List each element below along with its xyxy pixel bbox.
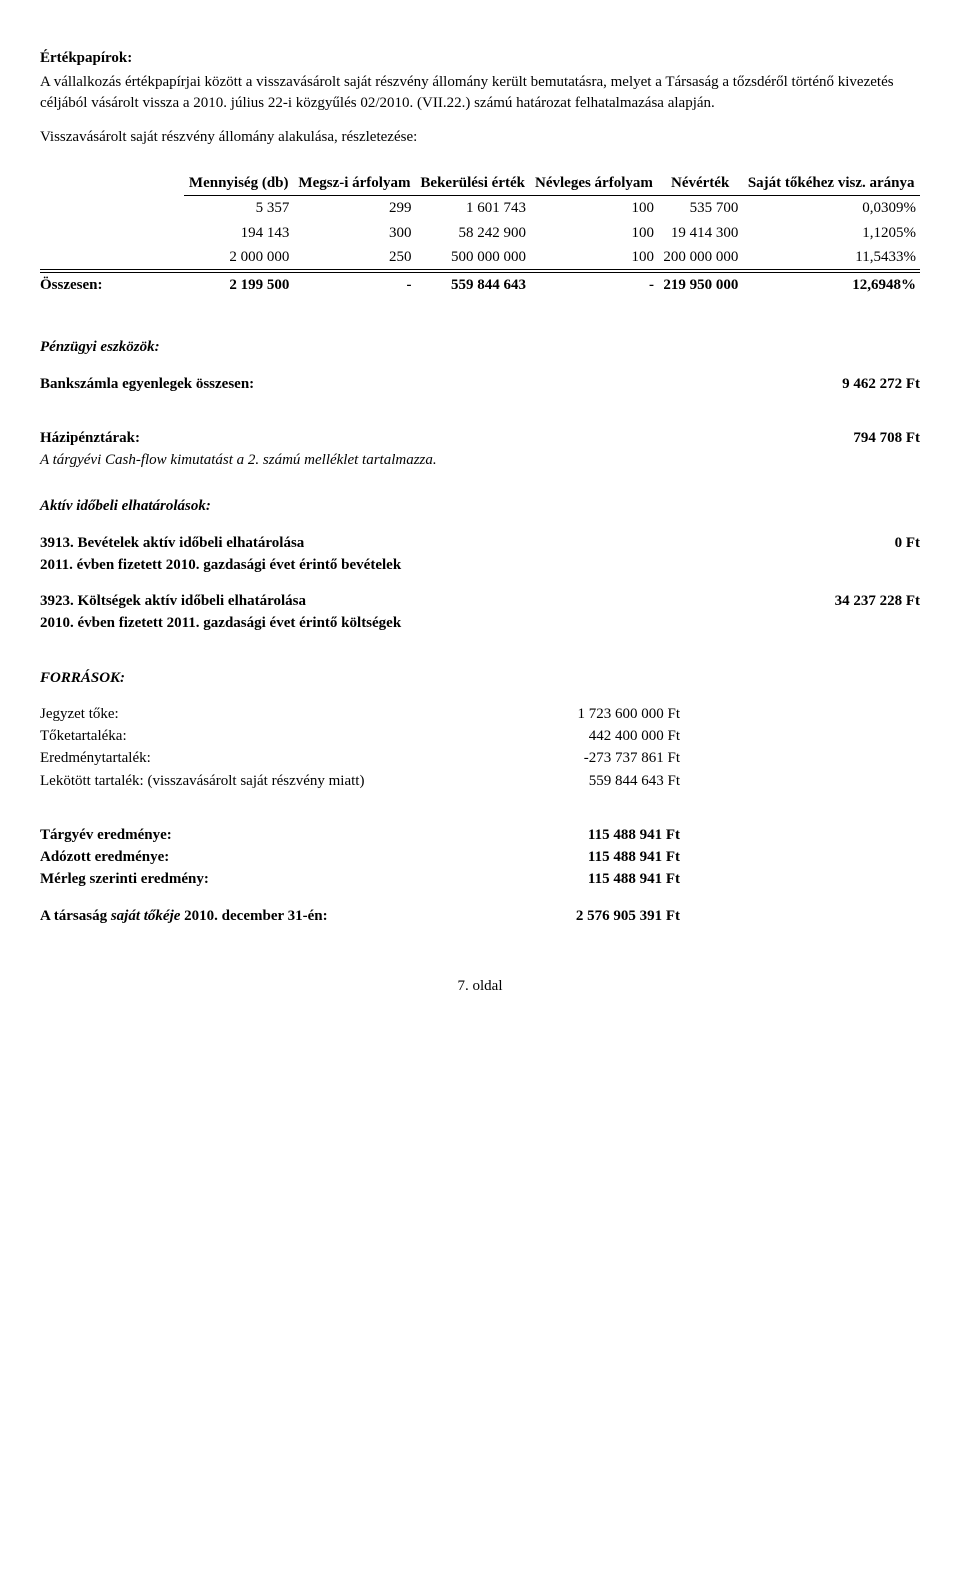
targyev-eredmenye-label: Tárgyév eredménye: xyxy=(40,825,172,845)
forras-toketartalek-label: Tőketartaléka: xyxy=(40,726,127,746)
bank-value: 9 462 272 Ft xyxy=(842,374,920,394)
forras-lekotott-value: 559 844 643 Ft xyxy=(589,771,680,791)
th-nevertek: Névérték xyxy=(658,171,742,196)
th-aranya: Saját tőkéhez visz. aránya xyxy=(742,171,920,196)
merleg-szerinti-value: 115 488 941 Ft xyxy=(588,869,680,889)
aktiv-3913-sub: 2011. évben fizetett 2010. gazdasági éve… xyxy=(40,555,920,575)
sajat-toke-value: 2 576 905 391 Ft xyxy=(576,906,680,926)
section-title-ertekpapirok: Értékpapírok: xyxy=(40,48,920,68)
targyev-eredmenye-value: 115 488 941 Ft xyxy=(588,825,680,845)
th-mennyiseg: Mennyiség (db) xyxy=(184,171,293,196)
section-title-aktiv: Aktív időbeli elhatárolások: xyxy=(40,496,920,516)
forras-eredmenytartalek-value: -273 737 861 Ft xyxy=(584,748,680,768)
cashflow-note: A tárgyévi Cash-flow kimutatást a 2. szá… xyxy=(40,450,920,470)
bank-label: Bankszámla egyenlegek összesen: xyxy=(40,374,254,394)
forras-toketartalek-value: 442 400 000 Ft xyxy=(589,726,680,746)
th-nevleges: Névleges árfolyam xyxy=(530,171,658,196)
adozott-eredmenye-value: 115 488 941 Ft xyxy=(588,847,680,867)
th-megszi: Megsz-i árfolyam xyxy=(293,171,415,196)
merleg-szerinti-label: Mérleg szerinti eredmény: xyxy=(40,869,209,889)
table-row: 2 000 000 250 500 000 000 100 200 000 00… xyxy=(40,245,920,271)
adozott-eredmenye-label: Adózott eredménye: xyxy=(40,847,169,867)
section-title-penzugyi: Pénzügyi eszközök: xyxy=(40,337,920,357)
table-row: 5 357 299 1 601 743 100 535 700 0,0309% xyxy=(40,196,920,221)
page-footer: 7. oldal xyxy=(40,976,920,996)
table-row: 194 143 300 58 242 900 100 19 414 300 1,… xyxy=(40,221,920,245)
sajat-toke-label: A társaság saját tőkéje 2010. december 3… xyxy=(40,906,328,926)
aktiv-3913-value: 0 Ft xyxy=(895,533,920,553)
share-table: Mennyiség (db) Megsz-i árfolyam Bekerülé… xyxy=(40,171,920,297)
forras-jegyzet-toke-value: 1 723 600 000 Ft xyxy=(577,704,680,724)
forras-lekotott-label: Lekötött tartalék: (visszavásárolt saját… xyxy=(40,771,364,791)
aktiv-3923-value: 34 237 228 Ft xyxy=(835,591,920,611)
ertekpapirok-paragraph: A vállalkozás értékpapírjai között a vis… xyxy=(40,72,920,113)
hazipenztarak-label: Házipénztárak: xyxy=(40,428,140,448)
th-bekerulesi: Bekerülési érték xyxy=(415,171,529,196)
ertekpapirok-subpara: Visszavásárolt saját részvény állomány a… xyxy=(40,127,920,147)
aktiv-3913-label: 3913. Bevételek aktív időbeli elhatárolá… xyxy=(40,533,304,553)
aktiv-3923-sub: 2010. évben fizetett 2011. gazdasági éve… xyxy=(40,613,920,633)
table-row-total: Összesen: 2 199 500 - 559 844 643 - 219 … xyxy=(40,271,920,297)
forras-eredmenytartalek-label: Eredménytartalék: xyxy=(40,748,151,768)
hazipenztarak-value: 794 708 Ft xyxy=(853,428,920,448)
forras-jegyzet-toke-label: Jegyzet tőke: xyxy=(40,704,119,724)
section-title-forrasok: FORRÁSOK: xyxy=(40,668,920,688)
aktiv-3923-label: 3923. Költségek aktív időbeli elhatárolá… xyxy=(40,591,306,611)
